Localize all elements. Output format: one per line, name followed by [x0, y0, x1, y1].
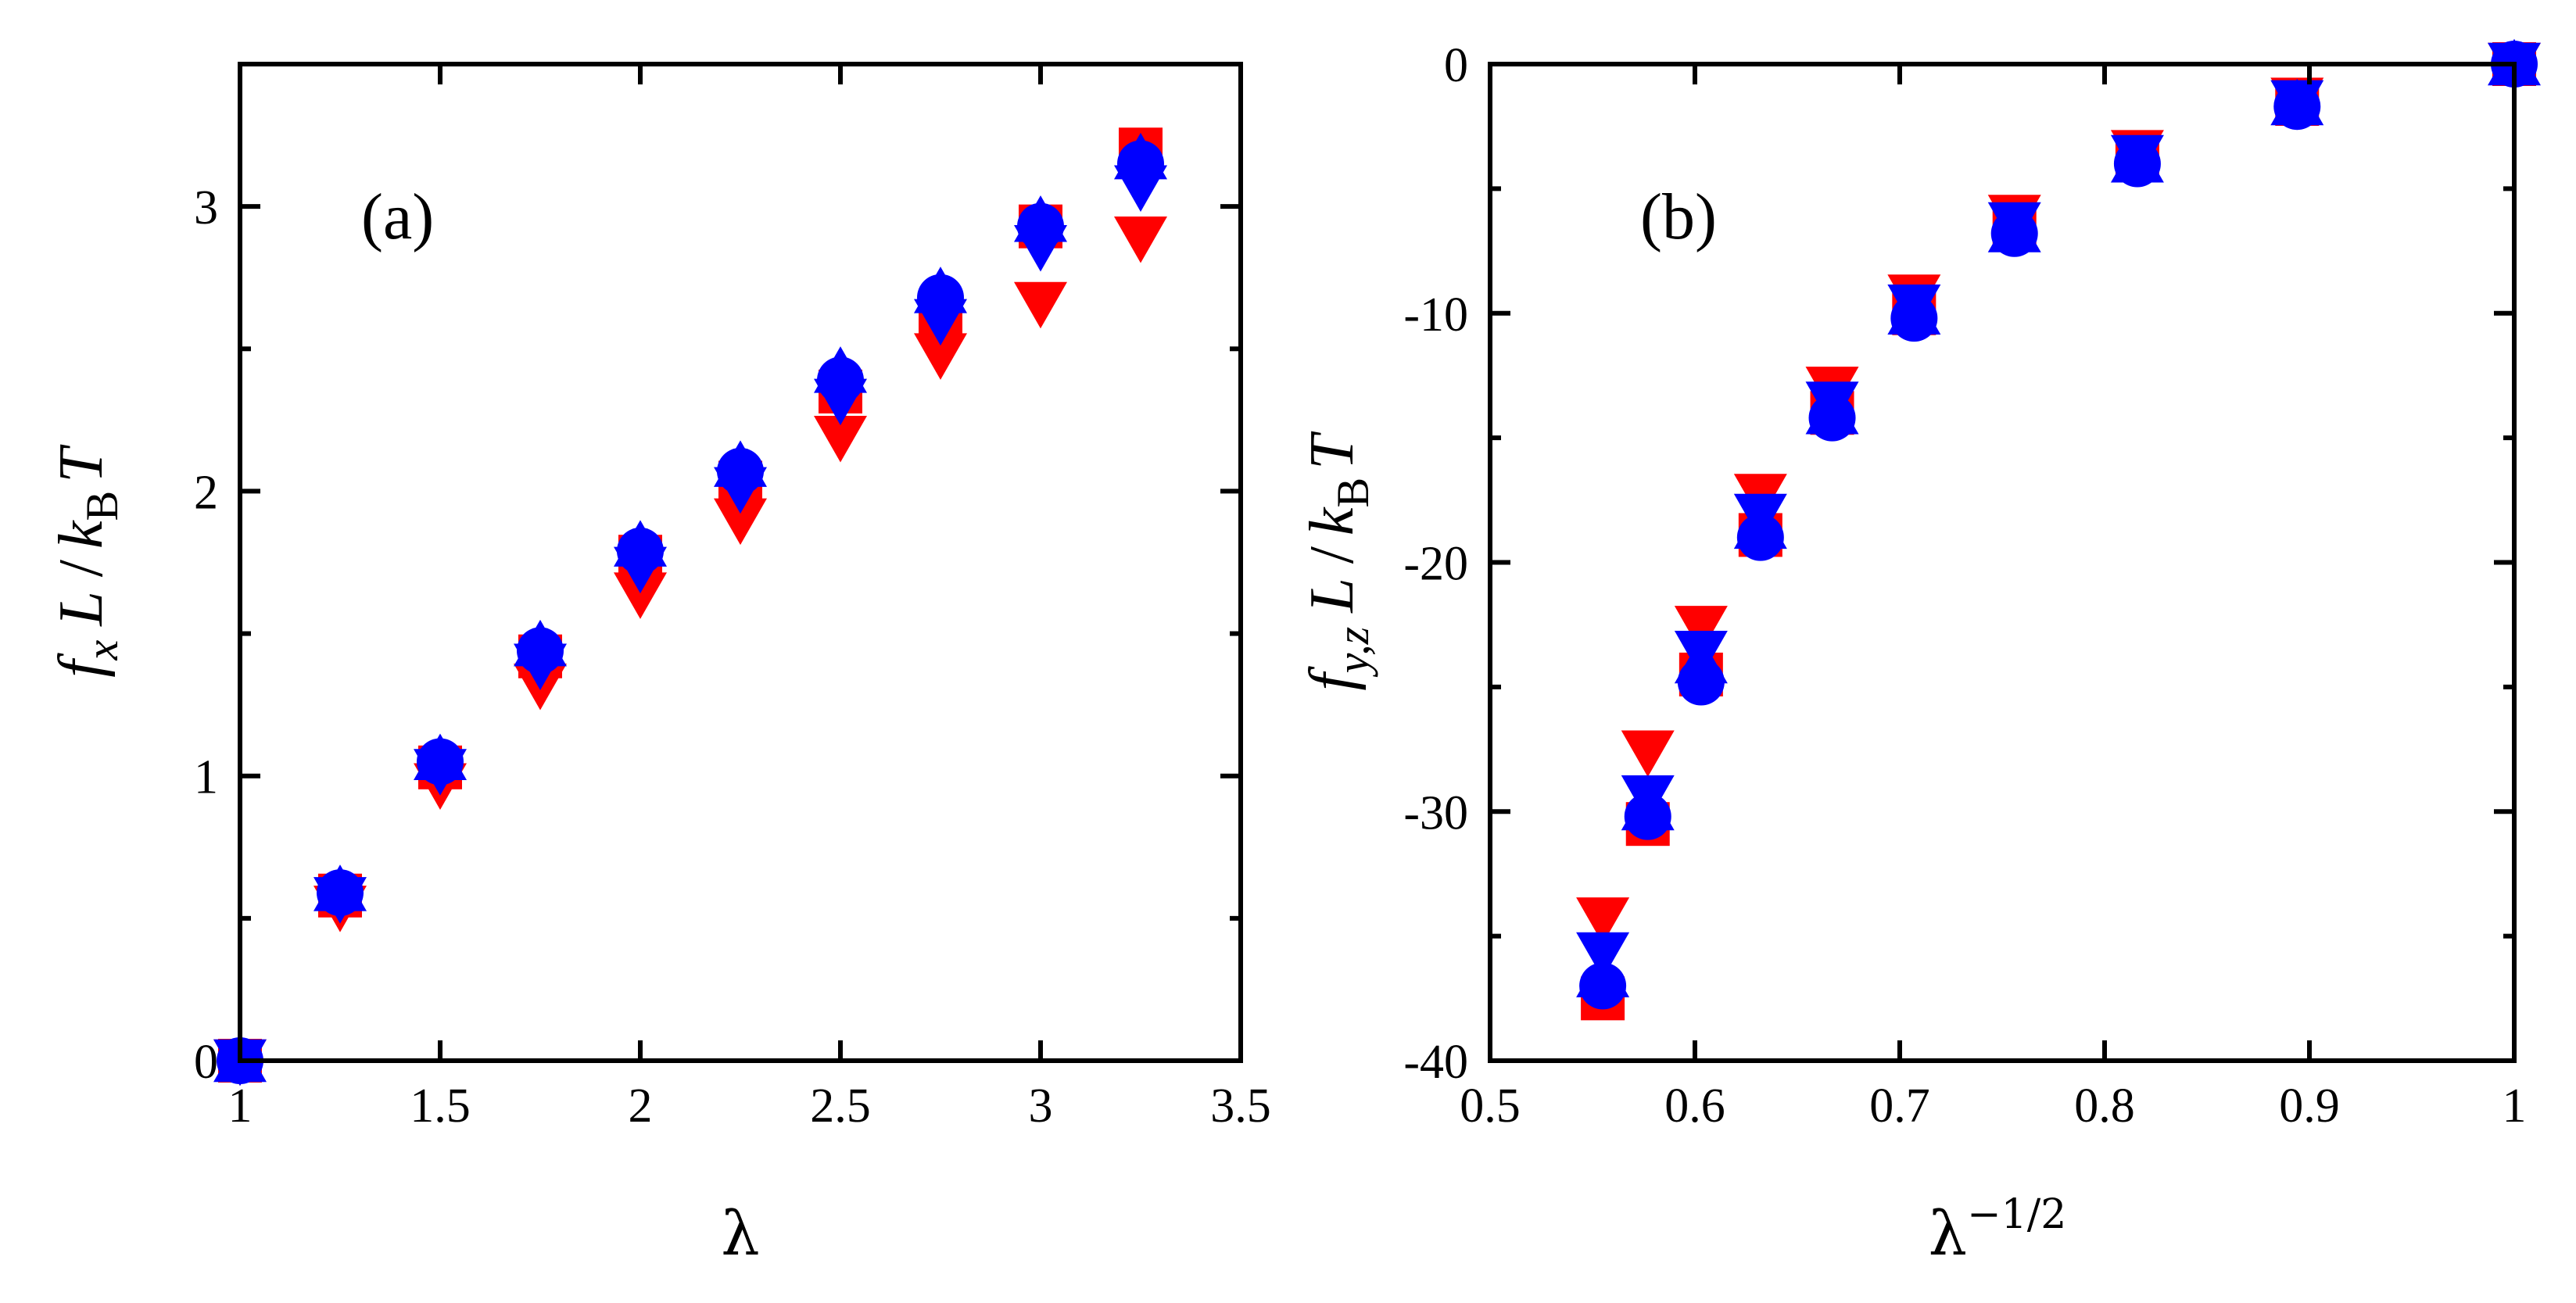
- data-point-triangle-up-blue: [814, 346, 867, 393]
- y-label-T: T: [47, 444, 116, 483]
- data-point-triangle-down-red: [1014, 281, 1067, 329]
- x-label-lambda: λ: [1929, 1199, 1967, 1269]
- x-tick-label: 3.5: [1210, 1079, 1271, 1133]
- y-tick-label: 2: [194, 466, 218, 519]
- data-point-triangle-down-red: [914, 333, 967, 380]
- x-label-exponent: −1/2: [1967, 1191, 2066, 1238]
- panel-a-plot-frame: [238, 62, 1243, 1063]
- y-label-slash: /: [1298, 546, 1367, 564]
- y-label-subscript-b: B: [1327, 478, 1378, 508]
- data-point-triangle-down-red: [814, 416, 867, 463]
- y-label-k: k: [1298, 507, 1367, 535]
- y-label-subscript: x: [77, 639, 127, 660]
- data-point-triangle-up-blue: [1887, 288, 1941, 335]
- data-point-triangle-down-red: [1114, 217, 1167, 263]
- x-tick-label: 3: [1029, 1079, 1053, 1133]
- data-point-triangle-up-blue: [1674, 636, 1728, 684]
- data-point-triangle-up-blue: [1621, 783, 1675, 831]
- data-point-triangle-up-blue: [1114, 132, 1167, 180]
- data-point-triangle-up-blue: [414, 733, 467, 781]
- y-tick-label: 3: [194, 181, 218, 234]
- x-tick-label: 1.5: [410, 1079, 471, 1133]
- data-point-triangle-up-blue: [1733, 502, 1787, 549]
- x-tick-label: 0.5: [1460, 1079, 1521, 1133]
- data-point-triangle-up-blue: [714, 440, 767, 487]
- y-label-k: k: [47, 520, 116, 549]
- y-label-subscript: y,z: [1327, 627, 1378, 678]
- y-tick-label: -40: [1403, 1036, 1468, 1089]
- data-point-triangle-up-blue: [1014, 195, 1067, 242]
- panel-a-markers: [213, 127, 1167, 1086]
- x-tick-label: 2.5: [810, 1079, 871, 1133]
- data-point-triangle-up-blue: [2270, 78, 2324, 126]
- panel-b-ticks: 0.5 0.6 0.7 0.8 0.9 1 -40 -30 -20 -10 0: [1403, 39, 2526, 1133]
- panel-a-x-axis-label: λ: [721, 1199, 759, 1269]
- x-tick-label: 0.9: [2279, 1079, 2340, 1133]
- y-label-subscript-b: B: [77, 491, 127, 521]
- x-tick-label: 1: [228, 1079, 253, 1133]
- x-tick-label: 0.6: [1664, 1079, 1725, 1133]
- data-point-triangle-up-blue: [1805, 387, 1859, 435]
- data-point-triangle-down-red: [714, 498, 767, 546]
- x-tick-label: 0.7: [1869, 1079, 1930, 1133]
- panel-b: 0.5 0.6 0.7 0.8 0.9 1-40-30-20-100 (b) λ−1/2 …: [1298, 38, 2541, 1269]
- y-tick-label: -30: [1403, 786, 1468, 839]
- panel-b-label: (b): [1640, 181, 1717, 253]
- data-point-triangle-up-blue: [1987, 206, 2041, 252]
- y-label-T: T: [1298, 431, 1367, 470]
- y-label-L: L: [1298, 578, 1367, 614]
- y-tick-label: 0: [194, 1036, 218, 1089]
- data-point-triangle-up-blue: [2110, 136, 2164, 183]
- data-point-triangle-down-red: [1621, 730, 1675, 778]
- data-point-triangle-down-red: [614, 572, 667, 619]
- y-label-slash: /: [47, 559, 116, 577]
- data-point-triangle-down-red: [1674, 606, 1728, 653]
- panel-b-markers: [1576, 38, 2541, 1021]
- y-label-L: L: [47, 591, 116, 627]
- y-tick-label: 0: [1444, 39, 1468, 92]
- data-point-triangle-up-blue: [514, 619, 567, 667]
- data-point-triangle-up-blue: [614, 520, 667, 567]
- panel-a-label: (a): [361, 181, 434, 253]
- x-tick-label: 2: [629, 1079, 653, 1133]
- y-tick-label: -10: [1403, 288, 1468, 342]
- y-tick-label: -20: [1403, 538, 1468, 591]
- panel-b-y-axis-label: fy,zL/kBT: [1298, 431, 1378, 691]
- panel-a-y-axis-label: fxL/kBT: [47, 444, 127, 678]
- data-point-triangle-up-blue: [914, 267, 967, 313]
- x-tick-label: 0.8: [2074, 1079, 2135, 1133]
- panel-b-x-axis-label: λ−1/2: [1929, 1191, 2067, 1269]
- data-point-triangle-down-red: [1576, 897, 1630, 944]
- y-tick-label: 1: [194, 751, 218, 804]
- data-point-triangle-up-blue: [1576, 950, 1630, 997]
- data-point-triangle-up-blue: [313, 864, 367, 911]
- x-tick-label: 1: [2503, 1079, 2527, 1133]
